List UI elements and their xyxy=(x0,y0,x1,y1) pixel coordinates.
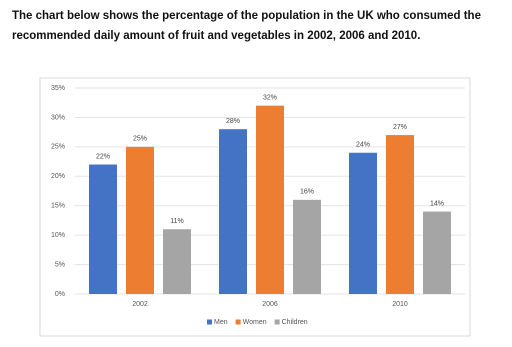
value-label: 32% xyxy=(263,95,277,102)
x-tick-label: 2006 xyxy=(262,301,278,308)
bar xyxy=(89,164,117,294)
bar xyxy=(163,229,191,294)
value-label: 22% xyxy=(96,153,110,160)
legend-swatch xyxy=(235,319,241,325)
y-tick-label: 10% xyxy=(51,232,65,239)
bar xyxy=(126,146,154,294)
legend-label: Men xyxy=(214,319,228,326)
value-label: 14% xyxy=(430,200,444,207)
legend-swatch xyxy=(274,319,280,325)
y-tick-label: 5% xyxy=(55,261,65,268)
value-label: 25% xyxy=(133,136,147,143)
value-label: 28% xyxy=(226,118,240,125)
y-tick-label: 0% xyxy=(55,291,65,298)
y-tick-label: 30% xyxy=(51,114,65,121)
legend-label: Children xyxy=(282,319,308,326)
x-tick-label: 2002 xyxy=(132,301,148,308)
bar xyxy=(256,105,284,295)
bar xyxy=(293,199,321,294)
bar xyxy=(349,152,377,294)
value-label: 16% xyxy=(300,189,314,196)
y-tick-label: 20% xyxy=(51,173,65,180)
value-label: 11% xyxy=(170,218,184,225)
chart-title: The chart below shows the percentage of … xyxy=(12,10,481,42)
y-tick-label: 35% xyxy=(51,85,65,92)
bar xyxy=(386,135,414,294)
value-label: 24% xyxy=(356,142,370,149)
y-tick-label: 15% xyxy=(51,203,65,210)
y-tick-label: 25% xyxy=(51,144,65,151)
bar xyxy=(423,211,451,294)
value-label: 27% xyxy=(393,124,407,131)
legend-swatch xyxy=(207,319,212,325)
legend-label: Women xyxy=(243,319,267,326)
x-tick-label: 2010 xyxy=(392,301,408,308)
bar xyxy=(219,129,247,294)
